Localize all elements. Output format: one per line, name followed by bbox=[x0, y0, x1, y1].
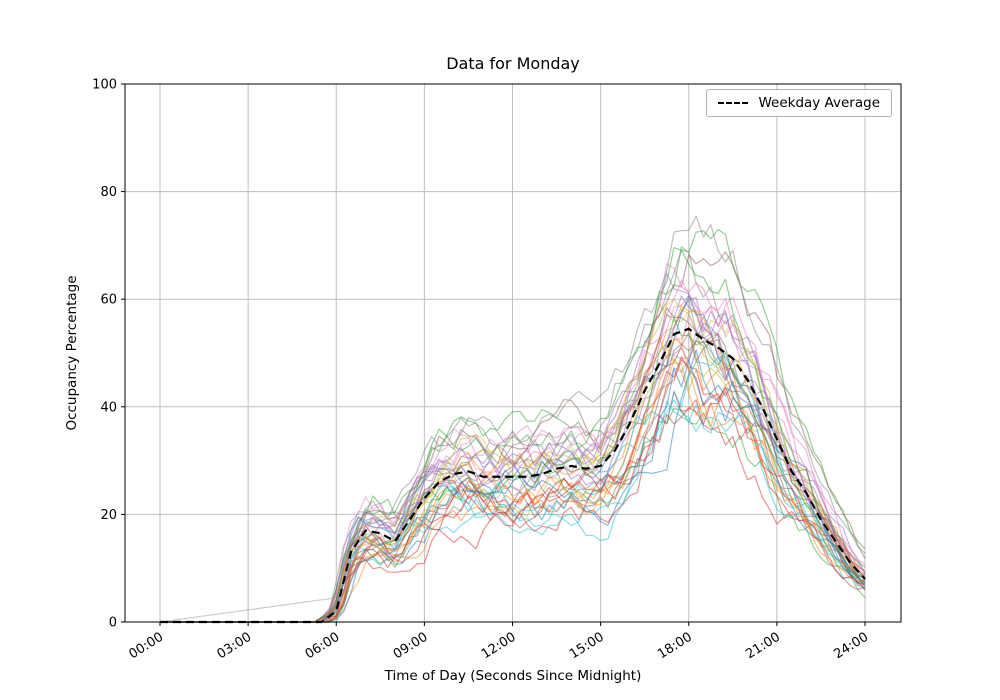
chart-title: Data for Monday bbox=[446, 54, 580, 73]
x-axis-label: Time of Day (Seconds Since Midnight) bbox=[384, 668, 642, 684]
svg-text:0: 0 bbox=[109, 616, 117, 631]
svg-text:60: 60 bbox=[100, 293, 117, 308]
svg-text:40: 40 bbox=[100, 400, 117, 415]
svg-text:80: 80 bbox=[100, 185, 117, 200]
svg-text:12:00: 12:00 bbox=[479, 630, 519, 663]
dashed-line-icon bbox=[718, 102, 749, 104]
svg-text:03:00: 03:00 bbox=[215, 630, 255, 663]
svg-text:18:00: 18:00 bbox=[655, 630, 695, 663]
legend: Weekday Average bbox=[706, 89, 892, 117]
svg-text:15:00: 15:00 bbox=[567, 630, 607, 663]
svg-text:20: 20 bbox=[100, 508, 117, 523]
svg-text:21:00: 21:00 bbox=[743, 630, 783, 663]
svg-text:24:00: 24:00 bbox=[831, 630, 871, 663]
svg-text:100: 100 bbox=[92, 78, 117, 93]
y-axis-label: Occupancy Percentage bbox=[64, 275, 80, 431]
svg-text:06:00: 06:00 bbox=[303, 630, 343, 663]
legend-label: Weekday Average bbox=[758, 95, 880, 111]
svg-text:00:00: 00:00 bbox=[126, 630, 166, 663]
svg-text:09:00: 09:00 bbox=[391, 630, 431, 663]
